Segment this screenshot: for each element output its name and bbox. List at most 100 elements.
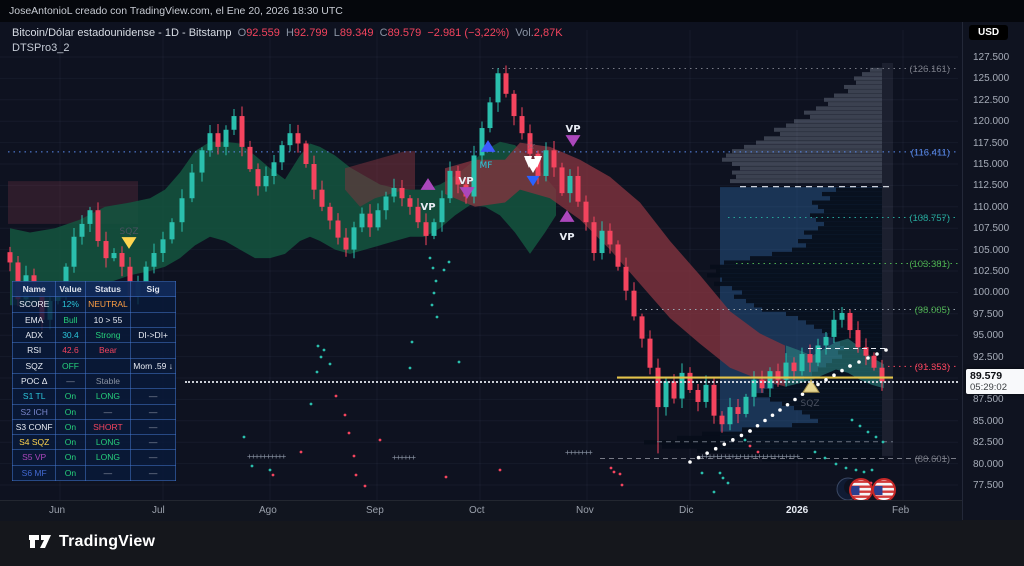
time-axis-label: Dic: [679, 505, 694, 516]
table-cell: SCORE: [11, 296, 57, 313]
table-cell: —: [84, 464, 132, 482]
price-tick-label: 77.500: [973, 480, 1004, 491]
symbol-title[interactable]: Bitcoin/Dólar estadounidense - 1D - Bits…: [12, 27, 232, 39]
svg-text:(103.381): (103.381): [909, 259, 950, 270]
table-cell: Stable: [84, 372, 132, 390]
time-axis[interactable]: Jun Jul Ago Sep Oct Nov Dic 2026 Feb: [0, 500, 962, 521]
table-cell: S2 ICH: [11, 403, 57, 420]
table-cell: [84, 357, 132, 374]
table-cell: —: [130, 434, 176, 451]
price-tick-label: 102.500: [973, 266, 1010, 277]
table-cell: —: [130, 464, 176, 482]
table-cell: [130, 372, 176, 390]
table-cell: RSI: [11, 342, 57, 359]
currency-button[interactable]: USD: [969, 25, 1009, 40]
svg-text:(126.161): (126.161): [909, 64, 950, 75]
price-tick-label: 105.000: [973, 244, 1010, 256]
table-cell: ADX: [11, 326, 57, 344]
indicator-row-score: SCORE 12% NEUTRAL: [11, 296, 176, 313]
level-labels: (126.161) (116.411) (108.757) (103.381) (98.…: [909, 64, 950, 465]
table-cell: —: [130, 418, 176, 436]
time-axis-label: Nov: [576, 505, 594, 516]
time-axis-label: Ago: [259, 505, 277, 516]
attribution-bar: JoseAntonioL creado con TradingView.com,…: [0, 0, 1024, 22]
candlesticks[interactable]: [7, 65, 885, 454]
price-tick-label: 95.000: [973, 330, 1004, 342]
table-cell: LONG: [84, 449, 132, 466]
tradingview-logo[interactable]: TradingView: [28, 532, 155, 552]
close-value: 89.579: [387, 27, 422, 39]
table-cell: —: [55, 372, 86, 390]
table-cell: LONG: [84, 388, 132, 405]
indicator-row-rsi: RSI 42.6 Bear: [11, 342, 176, 359]
table-cell: S6 MF: [11, 464, 57, 482]
price-tick-label: 85.000: [973, 415, 1004, 427]
time-axis-label: Feb: [892, 505, 910, 516]
last-price-value: 89.579: [970, 370, 1003, 382]
price-tick-label: 127.500: [973, 52, 1010, 63]
price-tick-label: 125.000: [973, 73, 1010, 85]
table-header-cell: Sig: [130, 280, 176, 298]
price-tick-label: 112.500: [973, 180, 1009, 192]
table-cell: Bear: [84, 342, 132, 359]
table-cell: [130, 342, 176, 359]
indicator-row-s3-conf: S3 CONF On SHORT —: [11, 418, 176, 436]
price-tick-label: 82.500: [973, 437, 1004, 449]
table-cell: On: [55, 418, 86, 436]
indicator-row-sqz: SQZ OFF Mom .59 ↓: [11, 357, 176, 374]
table-cell: S1 TL: [11, 388, 57, 405]
close-label: C: [379, 27, 388, 39]
open-label: O: [237, 27, 247, 39]
volume-label: Vol.: [515, 27, 534, 39]
indicator-row-poc-: POC Δ — Stable: [11, 372, 176, 390]
price-tick-label: 100.000: [973, 287, 1010, 299]
table-cell: 10 > 55: [84, 311, 132, 328]
level-lines: [8, 67, 958, 459]
svg-text:++++++: ++++++: [392, 453, 416, 462]
time-axis-label: Sep: [366, 505, 384, 516]
table-cell: Bull: [55, 311, 86, 328]
svg-text:VP: VP: [565, 124, 580, 135]
chart-area[interactable]: ++++++++++ ++++++ +++++++ +++++++++++++++++…: [0, 22, 1024, 521]
table-cell: —: [130, 403, 176, 420]
indicator-table: Name Value Status Sig SCORE 12% NEUTRAL EMA Bull…: [11, 280, 176, 482]
indicator-row-adx: ADX 30.4 Strong DI->DI+: [11, 326, 176, 344]
table-cell: On: [55, 388, 86, 405]
table-header-cell: Value: [55, 280, 86, 298]
price-axis[interactable]: USD 89.579 05:29:02 127.500 125.000 122.50…: [962, 22, 1024, 520]
table-cell: [130, 311, 176, 328]
bar-countdown: 05:29:02: [970, 382, 1007, 393]
current-price-line: [185, 381, 958, 383]
low-value: 89.349: [339, 27, 374, 39]
symbol-legend[interactable]: Bitcoin/Dólar estadounidense - 1D - Bits…: [12, 27, 563, 39]
us-flag-icon: [850, 479, 872, 500]
price-tick-label: 87.500: [973, 394, 1004, 406]
table-cell: POC Δ: [11, 372, 57, 390]
table-cell: OFF: [55, 357, 86, 374]
oscillator-dots: [242, 256, 885, 494]
table-cell: 12%: [55, 296, 86, 313]
indicator-table-header: Name Value Status Sig: [11, 280, 176, 298]
indicator-row-s6-mf: S6 MF On — —: [11, 464, 176, 482]
small-bearish-cloud: [345, 151, 415, 207]
table-cell: S3 CONF: [11, 418, 57, 436]
price-tick-label: 122.500: [973, 94, 1010, 106]
svg-text:(108.757): (108.757): [909, 213, 950, 224]
footer-bar: TradingView: [0, 520, 1024, 566]
price-tick-label: 97.500: [973, 308, 1004, 320]
table-cell: —: [130, 388, 176, 405]
tradingview-logo-icon: [29, 535, 51, 548]
table-cell: SHORT: [84, 418, 132, 436]
price-tick-label: 107.500: [973, 223, 1010, 235]
table-cell: On: [55, 464, 86, 482]
svg-text:SQZ: SQZ: [801, 399, 820, 409]
table-cell: Strong: [84, 326, 132, 344]
indicator-legend[interactable]: DTSPro3_2: [12, 42, 70, 54]
table-header-cell: Name: [11, 280, 57, 298]
table-cell: SQZ: [11, 357, 57, 374]
time-axis-label: Jun: [49, 505, 66, 516]
table-cell: NEUTRAL: [84, 296, 132, 313]
table-cell: [130, 296, 176, 313]
table-cell: S5 VP: [11, 449, 57, 466]
